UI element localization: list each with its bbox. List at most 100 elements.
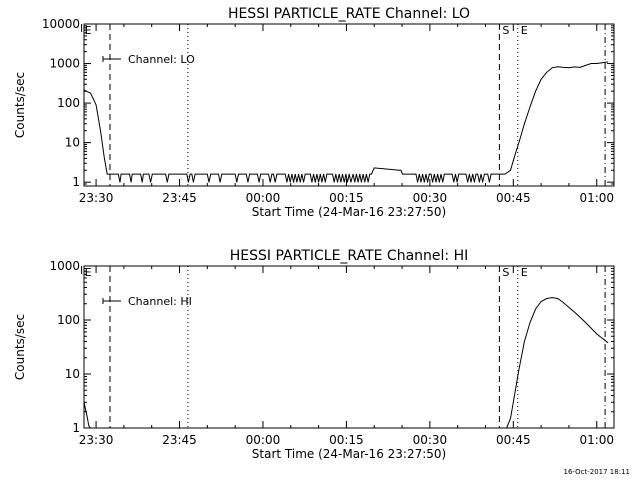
data-point bbox=[120, 173, 122, 175]
data-point bbox=[546, 298, 548, 299]
data-point bbox=[512, 401, 514, 403]
data-point bbox=[467, 181, 469, 183]
data-point bbox=[148, 173, 150, 175]
data-point bbox=[366, 173, 367, 175]
data-point bbox=[356, 173, 357, 175]
data-point bbox=[607, 61, 609, 63]
data-point bbox=[284, 173, 286, 175]
data-point bbox=[314, 181, 316, 183]
y-tick-label: 1 bbox=[72, 175, 80, 189]
data-point bbox=[304, 173, 306, 175]
data-point bbox=[236, 181, 238, 183]
y-tick-label: 10 bbox=[65, 136, 80, 150]
data-point bbox=[529, 322, 531, 323]
data-point bbox=[475, 173, 477, 175]
data-point bbox=[206, 173, 208, 175]
data-point bbox=[596, 63, 598, 64]
data-point bbox=[568, 67, 570, 69]
data-point bbox=[460, 173, 461, 175]
x-tick-label: 00:30 bbox=[413, 433, 448, 447]
data-point bbox=[425, 173, 427, 175]
data-point bbox=[423, 181, 425, 183]
data-point bbox=[352, 173, 354, 175]
data-point bbox=[313, 173, 314, 175]
x-tick-label: 00:15 bbox=[329, 191, 364, 205]
data-point bbox=[189, 173, 191, 175]
data-point bbox=[90, 92, 91, 94]
data-point bbox=[504, 173, 506, 175]
data-point bbox=[433, 173, 435, 175]
data-point bbox=[345, 173, 347, 175]
data-point bbox=[321, 181, 323, 183]
data-point bbox=[291, 173, 293, 175]
data-point bbox=[257, 173, 258, 175]
data-point bbox=[90, 427, 91, 428]
data-point bbox=[109, 173, 111, 175]
data-point bbox=[470, 181, 472, 183]
data-point bbox=[510, 169, 511, 171]
data-point bbox=[294, 173, 296, 175]
data-point bbox=[465, 173, 467, 175]
data-point bbox=[221, 173, 223, 175]
data-point bbox=[369, 173, 371, 175]
data-point bbox=[88, 425, 90, 427]
data-point bbox=[551, 67, 553, 69]
x-tick-label: 00:00 bbox=[246, 433, 281, 447]
data-point bbox=[557, 66, 559, 68]
data-point bbox=[299, 181, 301, 183]
data-point bbox=[303, 181, 304, 183]
data-point bbox=[166, 181, 168, 183]
data-point bbox=[131, 173, 133, 175]
data-point bbox=[540, 301, 542, 302]
data-point bbox=[585, 322, 586, 323]
series-group bbox=[84, 61, 609, 183]
data-point bbox=[506, 427, 507, 428]
data-point bbox=[437, 173, 438, 175]
data-point bbox=[141, 181, 143, 183]
data-point bbox=[515, 151, 517, 152]
data-point bbox=[535, 308, 536, 310]
data-point bbox=[518, 142, 520, 144]
plot-frame bbox=[83, 265, 615, 429]
legend-entry: Channel: LO bbox=[128, 53, 195, 66]
data-point bbox=[84, 89, 85, 90]
data-point bbox=[342, 173, 343, 175]
data-point bbox=[210, 173, 212, 175]
data-point bbox=[529, 106, 531, 108]
data-point bbox=[524, 341, 525, 342]
data-point bbox=[417, 181, 418, 183]
data-point bbox=[298, 173, 299, 175]
data-point bbox=[193, 181, 194, 183]
data-point bbox=[293, 181, 294, 183]
data-point bbox=[579, 67, 581, 68]
y-tick-label: 1 bbox=[72, 421, 80, 435]
data-point bbox=[238, 173, 239, 175]
data-point bbox=[188, 181, 189, 183]
data-point bbox=[422, 173, 423, 175]
x-tick-label: 23:45 bbox=[162, 433, 197, 447]
data-point bbox=[458, 173, 460, 175]
data-point bbox=[607, 342, 609, 344]
data-point bbox=[85, 90, 87, 92]
data-point bbox=[563, 302, 564, 303]
data-point bbox=[477, 173, 479, 175]
x-tick-label: 00:45 bbox=[496, 433, 531, 447]
data-point bbox=[361, 181, 362, 183]
marker-label: E bbox=[521, 24, 528, 37]
data-point bbox=[129, 173, 130, 175]
data-point bbox=[247, 181, 249, 183]
data-point bbox=[563, 67, 564, 68]
data-point bbox=[343, 181, 345, 183]
chart-title: HESSI PARTICLE_RATE Channel: LO bbox=[228, 6, 470, 22]
data-point bbox=[340, 181, 342, 183]
data-point bbox=[82, 395, 83, 396]
y-tick-label: 100 bbox=[57, 96, 80, 110]
data-point bbox=[601, 62, 603, 64]
data-point bbox=[479, 181, 480, 183]
data-point bbox=[357, 181, 359, 183]
data-point bbox=[455, 173, 456, 175]
data-point bbox=[260, 173, 262, 175]
data-point bbox=[472, 173, 474, 175]
data-point bbox=[474, 181, 475, 183]
data-point bbox=[480, 173, 482, 175]
